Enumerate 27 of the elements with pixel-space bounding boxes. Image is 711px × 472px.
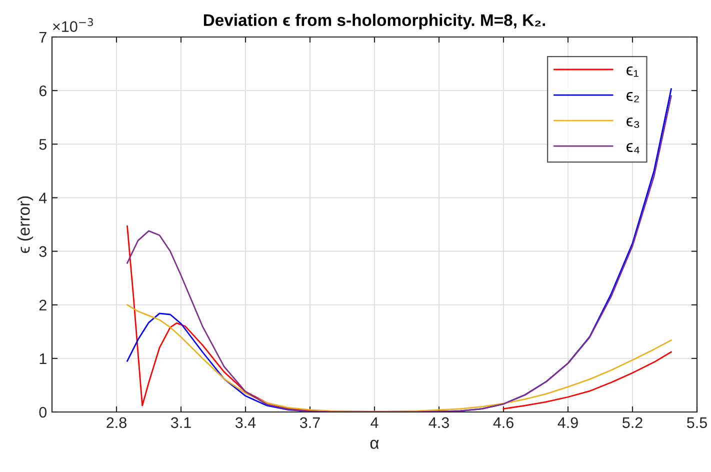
- text: ×10$^{−3}$: [53, 18, 93, 32]
- legend-label: ϵ₁: [626, 66, 638, 77]
- line-series: [126, 304, 672, 412]
- x-tick-label: 3.1: [170, 417, 191, 428]
- x-tick-label: 5.5: [686, 417, 707, 428]
- y-tick-label: 5: [39, 139, 46, 150]
- y-tick-label: 6: [39, 85, 46, 96]
- y-tick-label: 4: [38, 192, 47, 204]
- y-tick-label: 7: [39, 32, 46, 43]
- y-tick-label: 1: [40, 353, 46, 364]
- y-axis-title: ϵ (error): [18, 196, 34, 253]
- x-axis-title: α: [370, 440, 379, 449]
- y-tick-label: 0: [39, 406, 47, 418]
- x-tick-label: 4.3: [428, 417, 449, 428]
- x-tick-label: 3.4: [235, 417, 256, 428]
- x-tick-label: 4.9: [558, 417, 578, 428]
- legend-label: ϵ₂: [626, 92, 639, 102]
- x-tick-label: 4: [370, 417, 378, 428]
- legend-label: ϵ₃: [626, 118, 640, 128]
- legend-label: ϵ₄: [626, 143, 640, 154]
- y-tick-label: 2: [39, 300, 46, 310]
- x-tick-label: 5.2: [622, 417, 642, 428]
- x-tick-label: 3.7: [300, 417, 320, 428]
- x-tick-label: 4.6: [493, 417, 514, 428]
- chart-title: Deviation ϵ from s-holomorphicity. M=8, K₂.: [204, 14, 546, 30]
- y-tick-label: 3: [39, 246, 46, 257]
- x-tick-label: 2.8: [106, 417, 126, 428]
